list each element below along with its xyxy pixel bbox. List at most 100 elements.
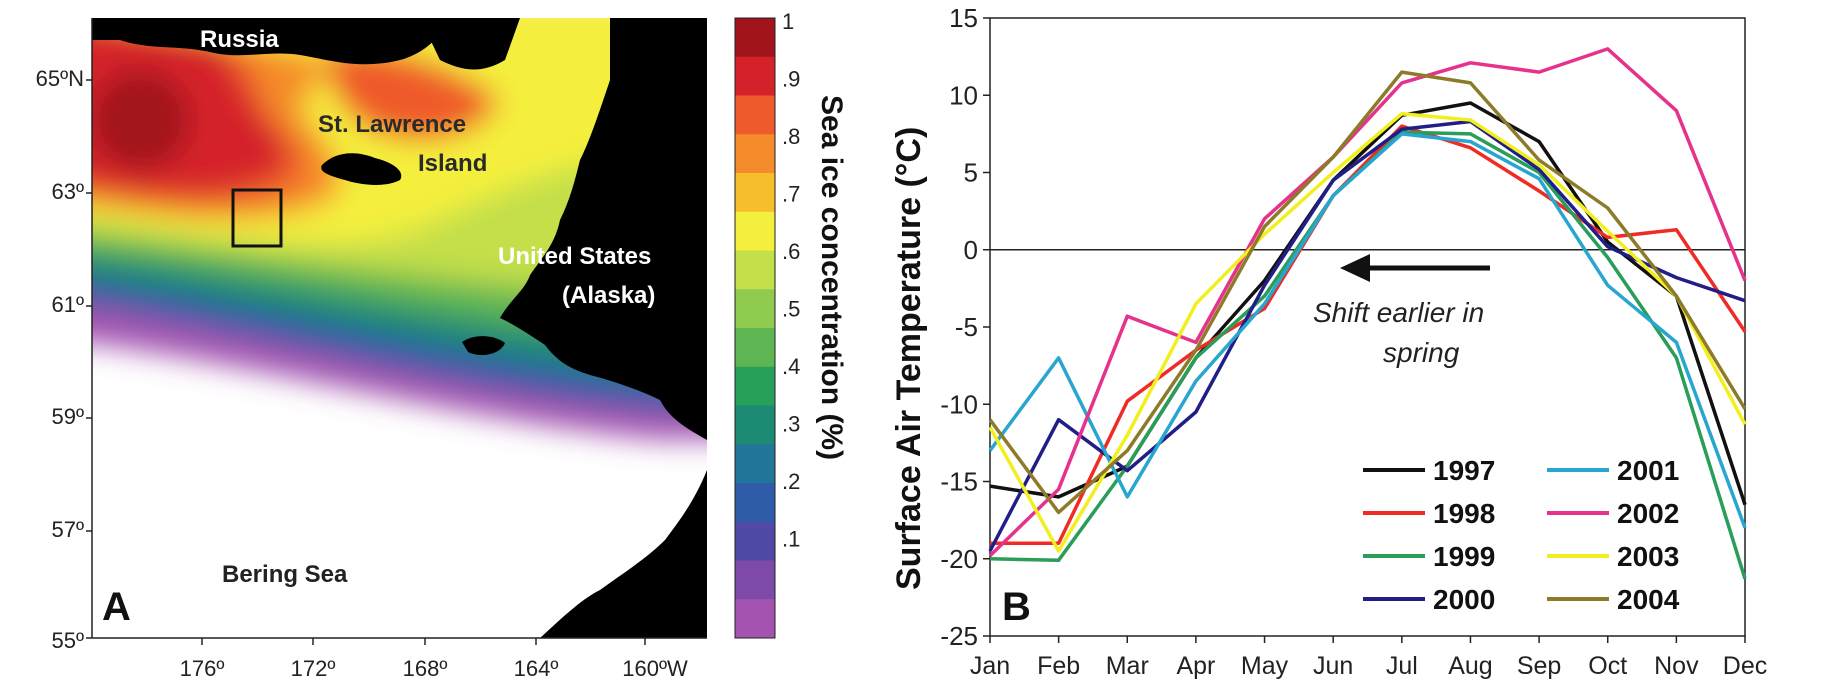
colorbar-tick-label: .4 (782, 354, 800, 379)
annotation-line-1: Shift earlier in (1313, 297, 1484, 328)
nunivak-island (462, 336, 505, 355)
colorbar-tick-label: .5 (782, 297, 800, 322)
colorbar-swatch-5 (735, 211, 775, 251)
lat-tick-55: 55º (51, 628, 84, 653)
x-tick-label: Mar (1106, 652, 1149, 680)
lon-tick-164: 164º (514, 656, 559, 681)
shift-arrow (1340, 254, 1490, 282)
colorbar-swatch-1 (735, 56, 775, 96)
lat-tick-61: 61º (51, 292, 84, 317)
lat-tick-65: 65ºN (36, 66, 84, 91)
lon-tick-labels: 176º 172º 168º 164º 160ºW (180, 656, 688, 681)
colorbar-swatches (735, 18, 775, 639)
x-tick-label: Jun (1313, 652, 1353, 680)
colorbar-swatch-10 (735, 405, 775, 445)
y-tick-label: -5 (955, 312, 978, 342)
alaska-landmass (500, 18, 707, 440)
legend-label-2004: 2004 (1617, 584, 1680, 615)
legend-label-1998: 1998 (1433, 498, 1495, 529)
y-tick-label: 15 (949, 3, 978, 33)
legend-label-2001: 2001 (1617, 455, 1679, 486)
x-tick-label: Nov (1654, 652, 1699, 680)
x-axis-ticks: Jan Feb Mar Apr May Jun Jul Aug Sep Oct Nov Dec (970, 636, 1767, 680)
label-bering-sea: Bering Sea (222, 561, 348, 588)
x-tick-label: Sep (1517, 652, 1561, 680)
panel-label-a: A (102, 585, 131, 629)
colorbar-swatch-15 (735, 599, 775, 639)
colorbar-ticks: 1 .9 .8 .7 .6 .5 .4 .3 .2 .1 (782, 9, 800, 552)
ice-band-10 (327, 47, 500, 140)
colorbar-swatch-0 (735, 18, 775, 58)
colorbar-swatch-6 (735, 250, 775, 290)
lat-tick-labels: 65ºN 63º 61º 59º 57º 55º (36, 66, 84, 653)
lon-tick-176: 176º (180, 656, 225, 681)
colorbar-tick-label: .1 (782, 527, 800, 552)
colorbar-swatch-8 (735, 328, 775, 368)
russia-landmass (92, 18, 450, 65)
lon-tick-marks (201, 638, 646, 645)
x-tick-label: May (1241, 652, 1289, 680)
legend-label-2000: 2000 (1433, 584, 1495, 615)
lat-tick-63: 63º (51, 179, 84, 204)
colorbar-tick-label: .6 (782, 239, 800, 264)
colorbar-swatch-3 (735, 134, 775, 174)
y-tick-label: 5 (964, 158, 978, 188)
colorbar-swatch-7 (735, 289, 775, 329)
colorbar-swatch-12 (735, 483, 775, 523)
annotation-line-2: spring (1383, 337, 1460, 368)
x-tick-label: Jul (1386, 652, 1418, 680)
lat-tick-marks (86, 79, 92, 639)
legend-label-2002: 2002 (1617, 498, 1679, 529)
y-tick-label: 0 (964, 235, 978, 265)
colorbar-tick-label: .2 (782, 469, 800, 494)
x-tick-label: Dec (1723, 652, 1767, 680)
lon-tick-168: 168º (403, 656, 448, 681)
ice-core (92, 70, 190, 170)
y-tick-label: -20 (940, 544, 978, 574)
series-line-2002 (988, 47, 1747, 557)
y-tick-label: -25 (940, 621, 978, 651)
x-tick-label: Aug (1448, 652, 1492, 680)
lon-tick-160: 160ºW (622, 656, 688, 681)
series-line-2001 (988, 132, 1747, 529)
map-field (92, 18, 707, 638)
legend-label-1997: 1997 (1433, 455, 1495, 486)
colorbar-swatch-13 (735, 521, 775, 561)
label-alaska: (Alaska) (562, 282, 655, 309)
russia-east-cape (420, 18, 520, 70)
y-tick-label: 10 (949, 80, 978, 110)
colorbar-swatch-14 (735, 560, 775, 600)
study-box (231, 188, 283, 248)
colorbar-swatch-4 (735, 173, 775, 213)
x-tick-label: Apr (1176, 652, 1215, 680)
x-tick-label: Oct (1588, 652, 1627, 680)
label-st-lawrence-1: St. Lawrence (318, 111, 466, 138)
colorbar-tick-label: 1 (782, 9, 794, 34)
series-line-2003 (988, 112, 1747, 553)
y-tick-label: -15 (940, 467, 978, 497)
colorbar-tick-label: .8 (782, 124, 800, 149)
st-lawrence-island (321, 153, 402, 185)
colorbar-swatch-11 (735, 444, 775, 484)
x-tick-label: Feb (1037, 652, 1080, 680)
y-axis-ticks: 15 10 5 0 -5 -10 -15 -20 -25 (940, 3, 990, 651)
series-line-2004 (988, 70, 1747, 515)
label-st-lawrence-2: Island (418, 150, 487, 177)
colorbar-swatch-9 (735, 366, 775, 406)
lat-tick-59: 59º (51, 404, 84, 429)
legend: 1997 1998 1999 2000 2001 2002 2003 2004 (1363, 455, 1680, 615)
series-lines (988, 47, 1747, 580)
y-axis-title: Surface Air Temperature (°C) (890, 127, 928, 590)
colorbar-tick-label: .7 (782, 182, 800, 207)
legend-label-1999: 1999 (1433, 541, 1495, 572)
series-line-1998 (990, 124, 1747, 546)
colorbar-tick-label: .3 (782, 412, 800, 437)
lat-tick-57: 57º (51, 517, 84, 542)
colorbar-title: Sea ice concentration (%) (815, 95, 848, 460)
label-united-states: United States (498, 243, 651, 270)
y-tick-label: -10 (940, 389, 978, 419)
label-russia: Russia (200, 26, 279, 53)
colorbar-tick-label: .9 (782, 67, 800, 92)
